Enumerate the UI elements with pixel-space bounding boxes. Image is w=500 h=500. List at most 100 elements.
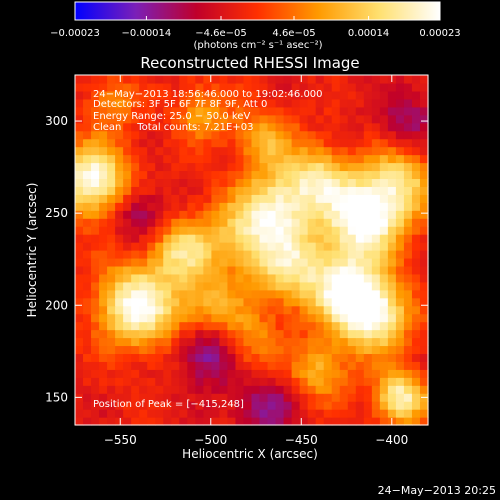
heatmap-cell — [323, 130, 333, 140]
heatmap-cell — [203, 361, 212, 370]
heatmap-cell — [267, 82, 277, 92]
heatmap-cell — [403, 178, 413, 187]
heatmap-cell — [139, 273, 148, 283]
heatmap-cell — [251, 257, 261, 267]
heatmap-cell — [347, 250, 357, 259]
heatmap-cell — [259, 170, 269, 180]
heatmap-cell — [419, 257, 429, 267]
heatmap-cell — [403, 234, 413, 243]
heatmap-cell — [107, 98, 116, 108]
heatmap-cell — [307, 170, 317, 180]
heatmap-cell — [355, 138, 365, 148]
heatmap-cell — [395, 409, 405, 418]
heatmap-cell — [163, 194, 172, 203]
heatmap-cell — [371, 202, 381, 211]
heatmap-cell — [395, 162, 405, 172]
heatmap-cell — [299, 186, 309, 195]
heatmap-cell — [171, 170, 180, 180]
heatmap-cell — [339, 250, 349, 259]
heatmap-cell — [195, 313, 204, 323]
heatmap-cell — [123, 361, 132, 370]
heatmap-cell — [339, 257, 349, 267]
heatmap-cell — [395, 305, 405, 315]
heatmap-cell — [371, 353, 381, 362]
heatmap-cell — [75, 257, 84, 267]
heatmap-cell — [251, 305, 261, 315]
heatmap-cell — [75, 210, 84, 219]
heatmap-cell — [419, 146, 429, 156]
heatmap-cell — [83, 289, 92, 299]
heatmap-cell — [171, 337, 180, 347]
heatmap-cell — [355, 106, 365, 116]
heatmap-cell — [395, 401, 405, 410]
heatmap-cell — [139, 409, 148, 418]
heatmap-cell — [411, 409, 421, 418]
heatmap-cell — [139, 242, 148, 251]
heatmap-cell — [139, 218, 148, 227]
heatmap-cell — [275, 130, 285, 140]
heatmap-cell — [251, 361, 261, 370]
heatmap-cell — [363, 369, 373, 378]
heatmap-cell — [379, 98, 389, 108]
heatmap-cell — [131, 154, 140, 164]
heatmap-cell — [371, 273, 381, 283]
heatmap-cell — [203, 154, 212, 164]
heatmap-cell — [283, 114, 293, 124]
heatmap-cell — [371, 90, 381, 100]
heatmap-cell — [131, 273, 140, 283]
heatmap-cell — [283, 162, 293, 172]
heatmap-cell — [179, 106, 188, 116]
heatmap-cell — [275, 281, 285, 291]
heatmap-cell — [235, 170, 245, 180]
heatmap-cell — [83, 234, 92, 243]
heatmap-cell — [379, 353, 389, 362]
heatmap-cell — [115, 186, 124, 195]
heatmap-cell — [331, 75, 341, 84]
heatmap-cell — [283, 202, 293, 211]
heatmap-cell — [259, 393, 269, 402]
heatmap-cell — [83, 313, 92, 323]
heatmap-cell — [179, 170, 188, 180]
heatmap-cell — [267, 98, 277, 108]
heatmap-cell — [179, 257, 188, 267]
heatmap-cell — [99, 202, 108, 211]
heatmap-cell — [91, 313, 100, 323]
heatmap-cell — [283, 353, 293, 362]
heatmap-cell — [187, 138, 196, 148]
heatmap-cell — [299, 202, 309, 211]
heatmap-cell — [323, 385, 333, 394]
heatmap-cell — [123, 353, 132, 362]
heatmap-cell — [155, 337, 164, 347]
heatmap-cell — [179, 305, 188, 315]
heatmap-cell — [187, 98, 196, 108]
heatmap-cell — [115, 305, 124, 315]
heatmap-cell — [275, 345, 285, 355]
heatmap-cell — [315, 138, 325, 148]
heatmap-cell — [227, 90, 237, 100]
heatmap-cell — [251, 122, 261, 132]
heatmap-cell — [419, 154, 429, 164]
heatmap-cell — [123, 321, 132, 331]
heatmap-cell — [419, 194, 429, 203]
heatmap-cell — [131, 353, 140, 362]
heatmap-cell — [259, 210, 269, 219]
heatmap-cell — [395, 75, 405, 84]
heatmap-cell — [307, 273, 317, 283]
heatmap-cell — [339, 369, 349, 378]
heatmap-cell — [107, 138, 116, 148]
heatmap-cell — [275, 75, 285, 84]
heatmap-cell — [347, 321, 357, 331]
heatmap-cell — [275, 250, 285, 259]
heatmap-cell — [195, 321, 204, 331]
heatmap-cell — [411, 297, 421, 307]
heatmap-cell — [235, 98, 245, 108]
heatmap-cell — [347, 146, 357, 156]
heatmap-cell — [99, 409, 108, 418]
heatmap-cell — [323, 242, 333, 251]
heatmap-cell — [251, 218, 261, 227]
heatmap-cell — [363, 273, 373, 283]
heatmap-cell — [171, 361, 180, 370]
heatmap-cell — [123, 273, 132, 283]
heatmap-cell — [179, 393, 188, 402]
heatmap-cell — [243, 170, 253, 180]
